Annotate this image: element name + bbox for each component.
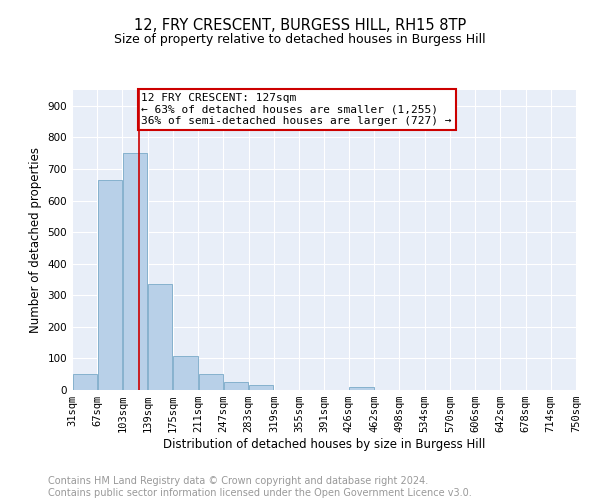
Bar: [123, 153, 147, 390]
Text: Size of property relative to detached houses in Burgess Hill: Size of property relative to detached ho…: [114, 32, 486, 46]
Bar: [73, 374, 97, 390]
Text: Contains HM Land Registry data © Crown copyright and database right 2024.
Contai: Contains HM Land Registry data © Crown c…: [48, 476, 472, 498]
Bar: [173, 356, 197, 390]
Y-axis label: Number of detached properties: Number of detached properties: [29, 147, 42, 333]
Text: 12, FRY CRESCENT, BURGESS HILL, RH15 8TP: 12, FRY CRESCENT, BURGESS HILL, RH15 8TP: [134, 18, 466, 32]
Text: 12 FRY CRESCENT: 127sqm
← 63% of detached houses are smaller (1,255)
36% of semi: 12 FRY CRESCENT: 127sqm ← 63% of detache…: [142, 93, 452, 126]
Bar: [148, 284, 172, 390]
Bar: [199, 374, 223, 390]
X-axis label: Distribution of detached houses by size in Burgess Hill: Distribution of detached houses by size …: [163, 438, 485, 451]
Bar: [249, 385, 274, 390]
Bar: [349, 388, 374, 390]
Bar: [224, 382, 248, 390]
Bar: [98, 180, 122, 390]
